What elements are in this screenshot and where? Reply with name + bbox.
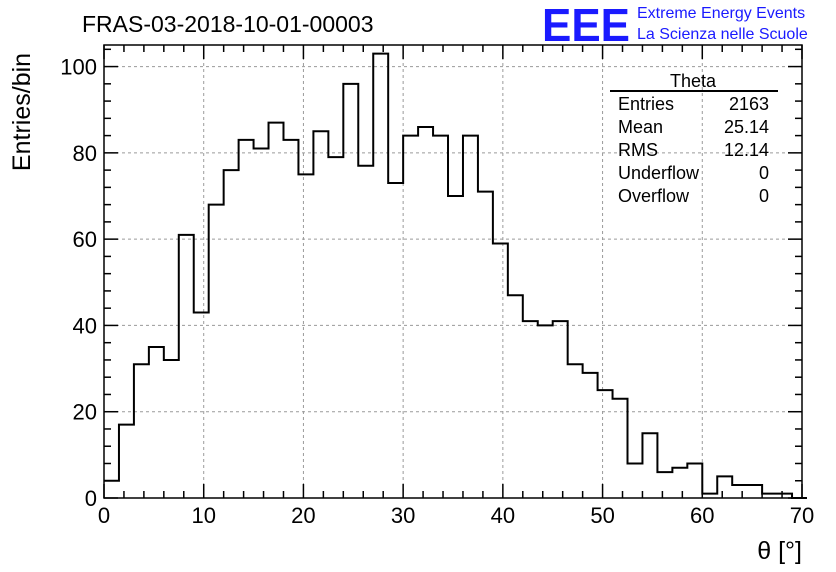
stats-value: 0 (759, 163, 769, 183)
x-tick-labels: 0 10 20 30 40 50 60 70 (98, 503, 814, 528)
y-tick-label: 100 (60, 55, 97, 80)
stats-rows: Entries 2163 Mean 25.14 RMS 12.14 Underflow 0 Ov… (618, 94, 769, 206)
y-tick-label: 20 (73, 400, 97, 425)
x-tick-label: 70 (790, 503, 814, 528)
x-tick-label: 10 (191, 503, 215, 528)
chart-title: FRAS-03-2018-10-01-00003 (82, 11, 374, 37)
x-tick-label: 50 (590, 503, 614, 528)
y-tick-label: 0 (85, 486, 97, 511)
logo-line-1: Extreme Energy Events (637, 5, 805, 22)
x-tick-label: 30 (391, 503, 415, 528)
stats-label: RMS (618, 140, 658, 160)
x-axis-label: θ [°] (757, 537, 802, 565)
stats-value: 0 (759, 186, 769, 206)
grid-lines (104, 45, 802, 498)
stats-value: 25.14 (724, 117, 769, 137)
x-tick-label: 0 (98, 503, 110, 528)
y-tick-label: 40 (73, 313, 97, 338)
y-axis-label: Entries/bin (8, 53, 36, 171)
plot-frame (103, 44, 803, 499)
logo-line-2: La Scienza nelle Scuole (637, 26, 808, 43)
stats-label: Underflow (618, 163, 700, 183)
stats-title: Theta (670, 71, 717, 91)
stats-box: Theta Entries 2163 Mean 25.14 RMS 12.14 Underf… (610, 71, 778, 206)
stats-value: 12.14 (724, 140, 769, 160)
y-tick-label: 80 (73, 141, 97, 166)
y-tick-label: 60 (73, 227, 97, 252)
stats-label: Overflow (618, 186, 690, 206)
logo-mark: EEE (542, 0, 630, 51)
x-tick-label: 60 (690, 503, 714, 528)
histogram-line (104, 52, 807, 499)
x-tick-label: 40 (491, 503, 515, 528)
axes-frame (103, 44, 803, 499)
y-tick-labels: 0 20 40 60 80 100 (60, 55, 97, 511)
stats-label: Entries (618, 94, 674, 114)
stats-label: Mean (618, 117, 663, 137)
stats-value: 2163 (729, 94, 769, 114)
eee-logo: EEE Extreme Energy Events La Scienza nel… (542, 0, 808, 51)
x-tick-label: 20 (291, 503, 315, 528)
